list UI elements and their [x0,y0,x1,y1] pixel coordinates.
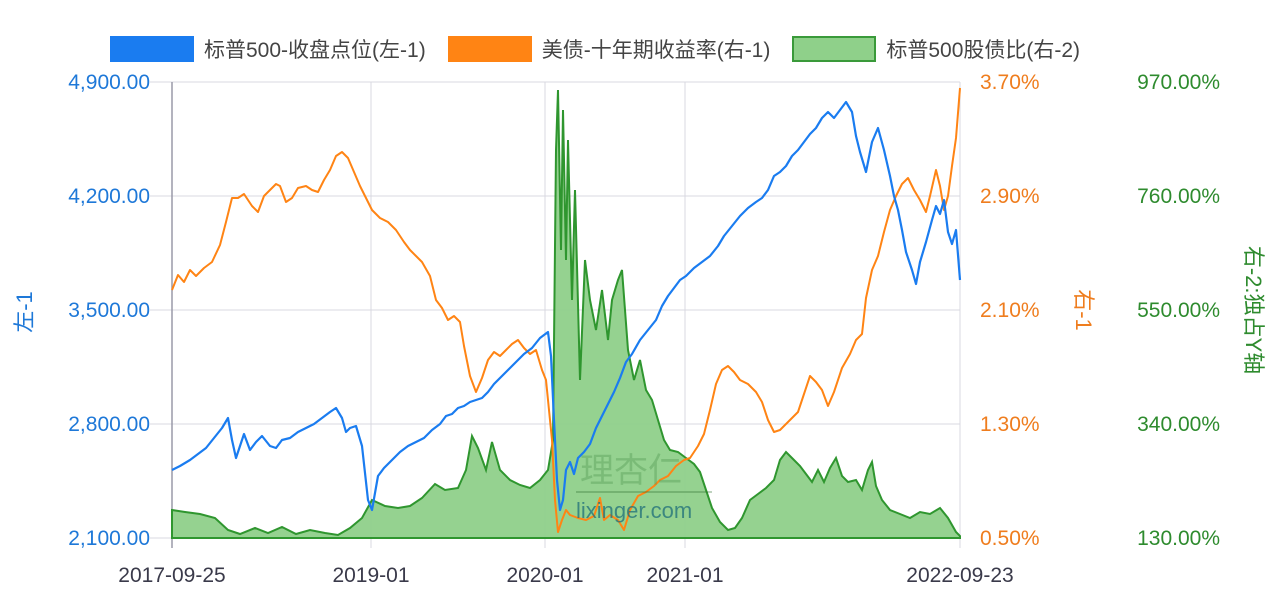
svg-text:340.00%: 340.00% [1137,413,1220,436]
legend-swatch-blue [110,36,194,62]
legend-item-sp500-close[interactable]: 标普500-收盘点位(左-1) [110,34,426,64]
svg-text:4,900.00: 4,900.00 [68,71,150,94]
legend-item-us10y-yield[interactable]: 美债-十年期收益率(右-1) [447,34,771,64]
left-axis-ticks: 4,900.00 4,200.00 3,500.00 2,800.00 2,10… [68,71,150,550]
right1-axis-ticks: 3.70% 2.90% 2.10% 1.30% 0.50% [980,71,1040,550]
svg-text:760.00%: 760.00% [1137,185,1220,208]
legend-label: 标普500股债比(右-2) [886,39,1081,62]
svg-text:4,200.00: 4,200.00 [68,185,150,208]
svg-text:1.30%: 1.30% [980,413,1040,436]
legend-label: 美债-十年期收益率(右-1) [541,39,771,62]
svg-text:2019-01: 2019-01 [332,564,409,587]
svg-text:2.10%: 2.10% [980,299,1040,322]
svg-text:2017-09-25: 2017-09-25 [118,564,225,587]
left-axis-title: 左-1 [12,291,37,333]
svg-text:130.00%: 130.00% [1137,527,1220,550]
x-axis-ticks: 2017-09-25 2019-01 2020-01 2021-01 2022-… [118,564,1013,587]
series-us10y-yield-line [171,87,961,533]
watermark: 理杏仁 lixinger.com [576,451,712,523]
svg-text:2,800.00: 2,800.00 [68,413,150,436]
right2-axis-title: 右-2:独占Y轴 [1241,246,1266,374]
svg-text:2022-09-23: 2022-09-23 [906,564,1013,587]
legend-swatch-orange [447,36,532,62]
svg-text:550.00%: 550.00% [1137,299,1220,322]
svg-text:2020-01: 2020-01 [506,564,583,587]
right1-axis-title: 右-1 [1071,289,1096,331]
svg-text:2,100.00: 2,100.00 [68,527,150,550]
legend-item-stock-bond-ratio[interactable]: 标普500股债比(右-2) [792,34,1080,64]
right2-axis-ticks: 970.00% 760.00% 550.00% 340.00% 130.00% [1137,71,1220,550]
svg-text:3,500.00: 3,500.00 [68,299,150,322]
legend-swatch-green [792,36,877,62]
svg-text:lixinger.com: lixinger.com [576,498,692,523]
svg-text:理杏仁: 理杏仁 [580,451,682,491]
svg-text:3.70%: 3.70% [980,71,1040,94]
chart-legend: 标普500-收盘点位(左-1) 美债-十年期收益率(右-1) 标普500股债比(… [110,34,1102,64]
series-stock-bond-ratio-area [171,89,961,539]
svg-text:2021-01: 2021-01 [646,564,723,587]
series-sp500-close-line [171,100,962,512]
svg-text:0.50%: 0.50% [980,527,1040,550]
svg-text:2.90%: 2.90% [980,185,1040,208]
svg-text:970.00%: 970.00% [1137,71,1220,94]
legend-label: 标普500-收盘点位(左-1) [204,39,426,62]
